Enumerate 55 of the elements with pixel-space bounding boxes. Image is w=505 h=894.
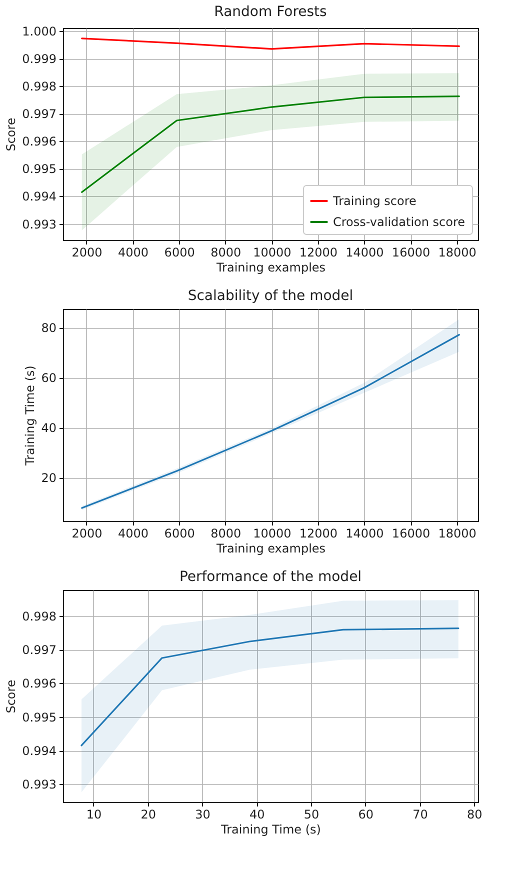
x-axis-title: Training examples — [215, 260, 326, 274]
y-tick-label: 20 — [41, 471, 56, 485]
x-tick-label: 16000 — [392, 526, 430, 540]
y-tick-label: 0.994 — [22, 190, 56, 204]
x-tick-label: 8000 — [210, 246, 242, 260]
y-tick-label: 0.996 — [22, 676, 56, 691]
x-tick-label: 6000 — [164, 246, 195, 260]
chart-title: Performance of the model — [179, 569, 362, 585]
y-tick-label: 0.995 — [22, 710, 56, 724]
chart-title: Random Forests — [214, 4, 327, 20]
y-tick-label: 40 — [41, 421, 56, 435]
x-tick-label: 14000 — [346, 526, 384, 540]
x-tick-label: 12000 — [299, 246, 338, 260]
x-tick-label: 4000 — [118, 526, 149, 540]
x-tick-label: 18000 — [438, 246, 476, 260]
legend-label: Cross-validation score — [333, 215, 466, 229]
x-tick-label: 8000 — [210, 526, 242, 540]
x-tick-label: 6000 — [164, 526, 195, 540]
x-tick-label: 10000 — [253, 246, 292, 260]
y-tick-label: 80 — [41, 321, 56, 335]
y-axis-title: Score — [4, 118, 18, 152]
y-axis-title: Training Time (s) — [23, 366, 38, 466]
x-axis-title: Training examples — [215, 542, 326, 556]
y-tick-label: 0.995 — [22, 162, 56, 176]
chart-title: Scalability of the model — [188, 288, 354, 304]
y-tick-label: 0.997 — [22, 107, 56, 122]
y-tick-label: 0.996 — [22, 134, 56, 149]
y-tick-label: 0.998 — [22, 80, 56, 94]
y-axis-title: Score — [4, 680, 18, 714]
y-tick-label: 0.993 — [22, 778, 56, 792]
x-tick-label: 50 — [304, 808, 320, 822]
y-tick-label: 0.998 — [22, 609, 56, 624]
y-tick-label: 0.997 — [22, 643, 56, 658]
x-tick-label: 16000 — [392, 246, 430, 260]
x-tick-label: 12000 — [299, 526, 338, 540]
x-tick-label: 30 — [195, 808, 210, 822]
y-tick-label: 0.993 — [22, 217, 56, 232]
x-tick-label: 60 — [358, 808, 374, 822]
x-tick-label: 10000 — [253, 526, 292, 540]
x-tick-label: 18000 — [438, 526, 476, 540]
x-tick-label: 14000 — [346, 246, 384, 260]
y-tick-label: 1.000 — [22, 24, 56, 39]
x-tick-label: 70 — [412, 808, 428, 822]
y-tick-label: 60 — [41, 371, 56, 385]
y-tick-label: 0.999 — [22, 52, 56, 66]
x-tick-label: 10 — [86, 808, 102, 822]
legend-label: Training score — [332, 194, 416, 208]
x-tick-label: 4000 — [118, 246, 149, 260]
x-axis-title: Training Time (s) — [220, 822, 321, 836]
y-tick-label: 0.994 — [22, 744, 56, 758]
x-tick-label: 2000 — [72, 526, 102, 540]
x-tick-label: 40 — [249, 808, 265, 822]
x-tick-label: 80 — [467, 808, 482, 822]
x-tick-label: 20 — [140, 808, 156, 822]
x-tick-label: 2000 — [72, 246, 102, 260]
